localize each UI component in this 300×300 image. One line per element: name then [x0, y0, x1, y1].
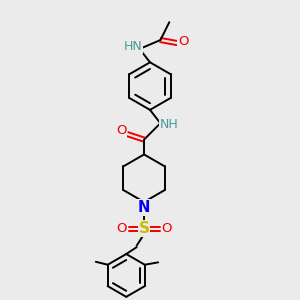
Text: O: O [116, 222, 127, 235]
Text: O: O [116, 124, 126, 137]
Text: O: O [161, 222, 172, 235]
Text: N: N [138, 200, 150, 215]
Text: S: S [139, 221, 150, 236]
Text: NH: NH [160, 118, 179, 131]
Text: HN: HN [124, 40, 142, 53]
Text: O: O [178, 35, 188, 48]
